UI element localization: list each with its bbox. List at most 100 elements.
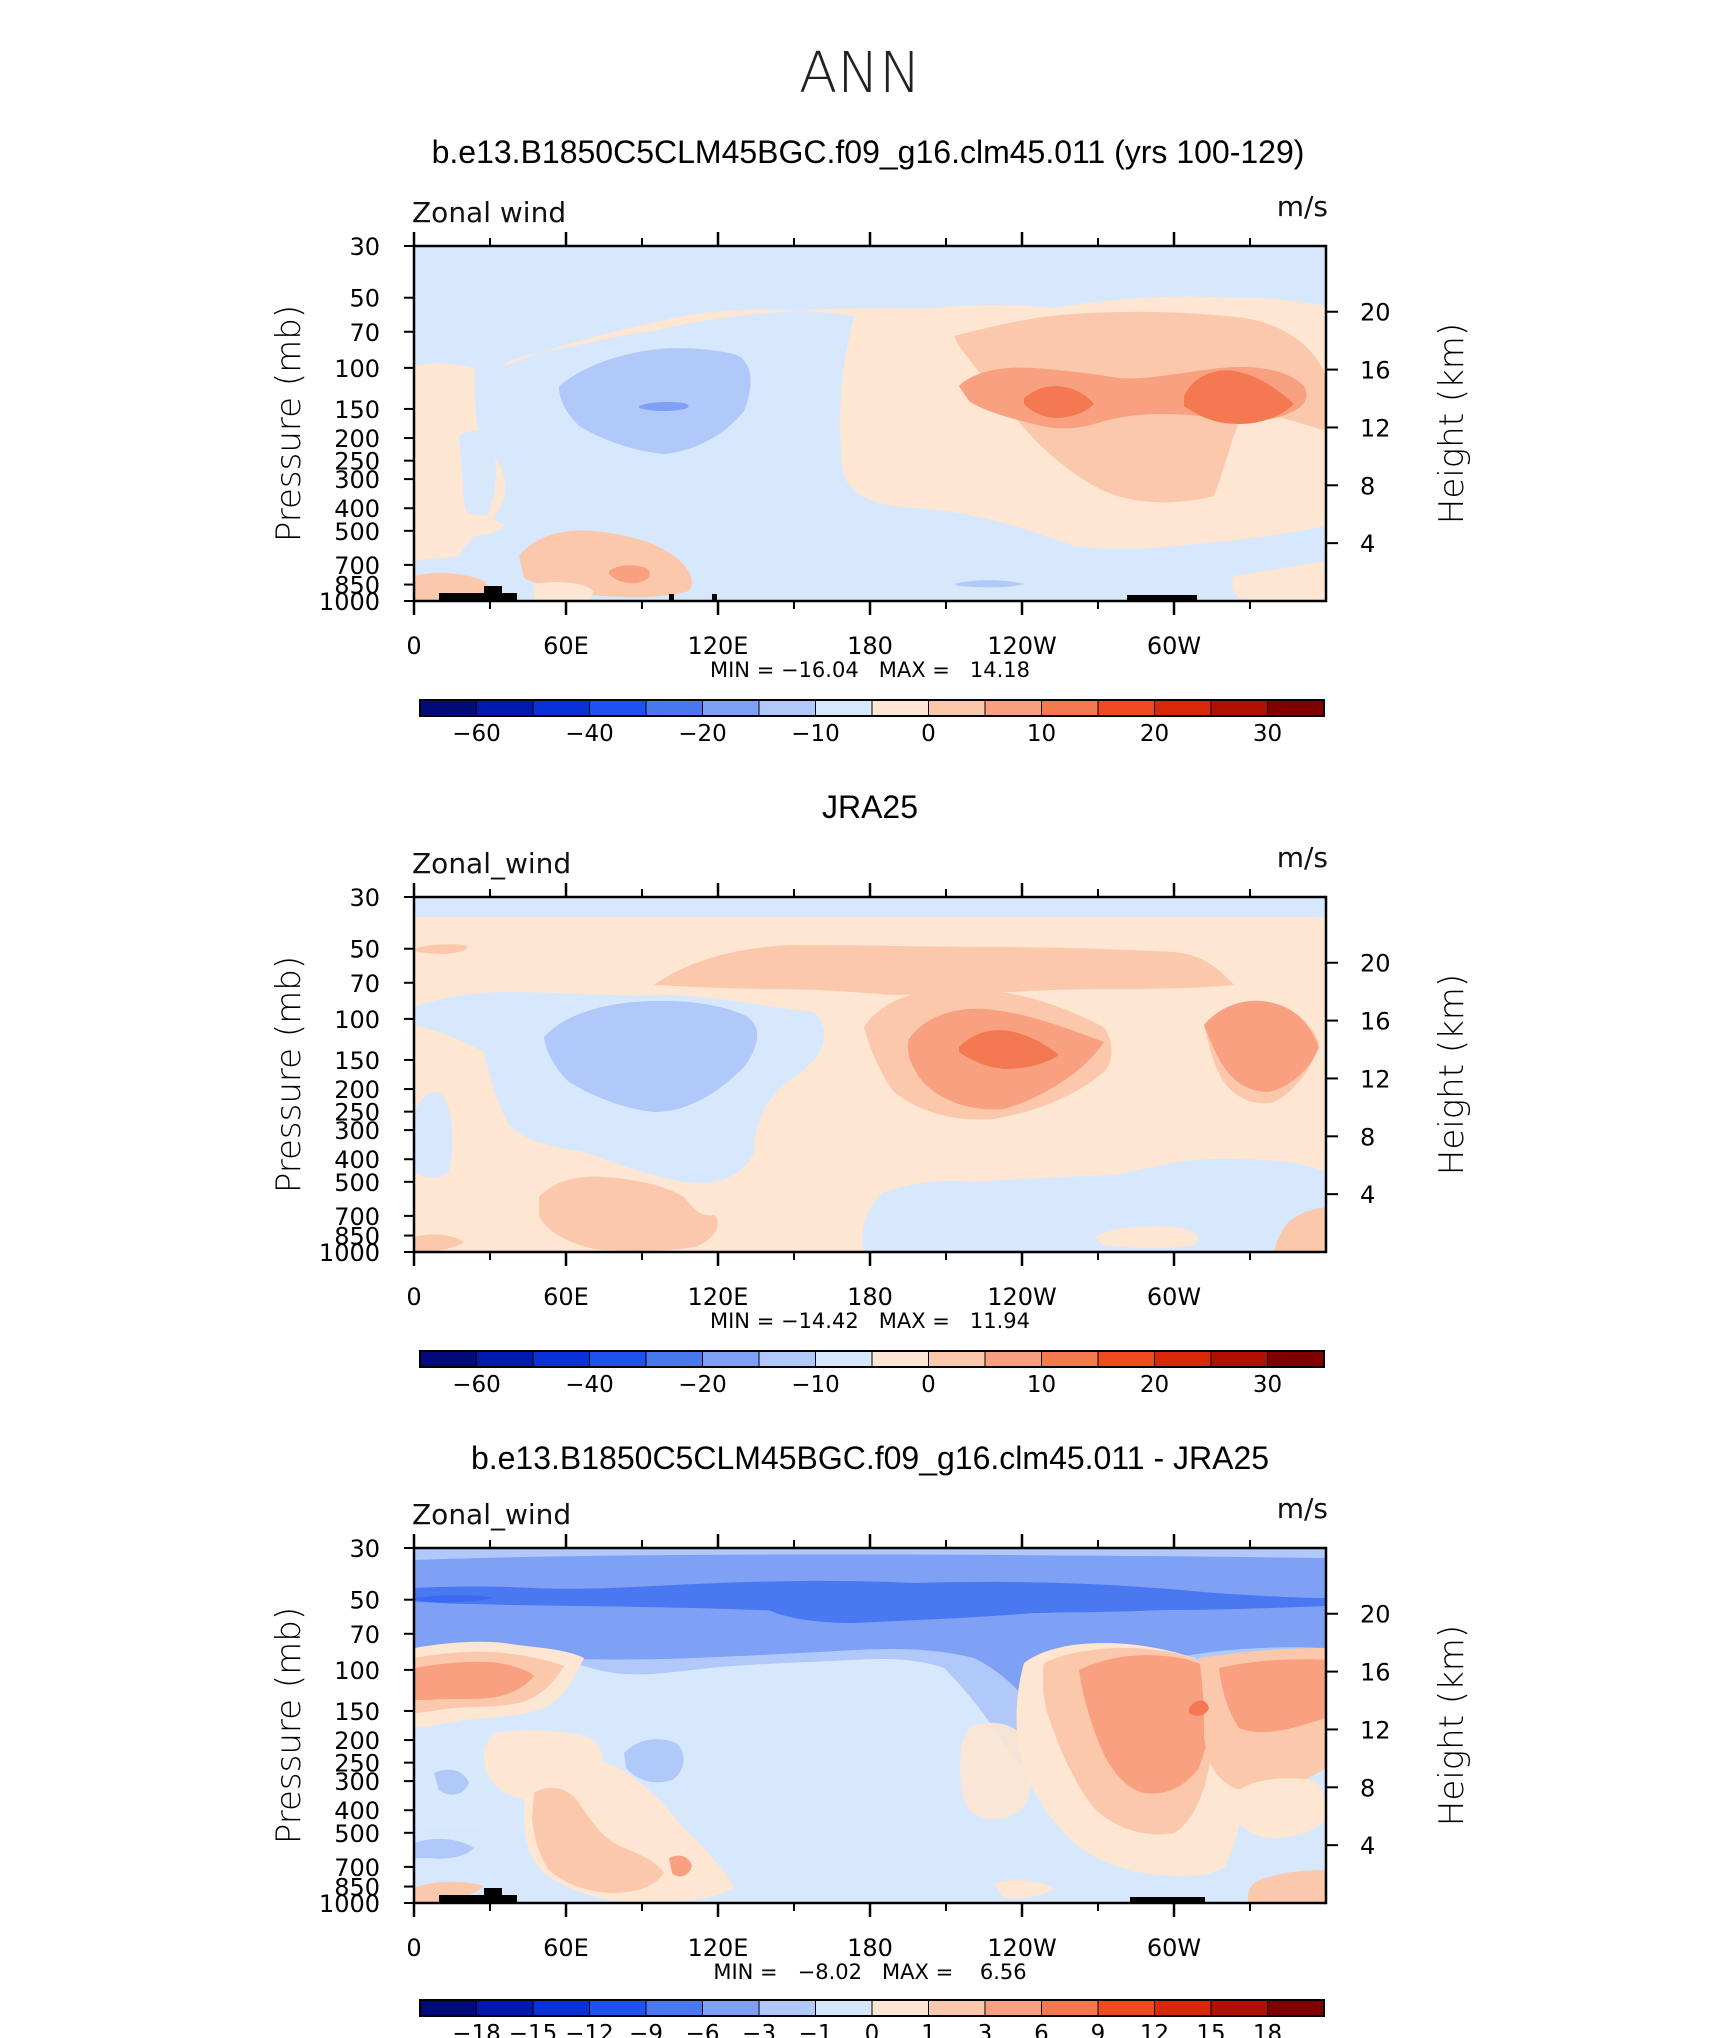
y-tick-label: 200: [334, 425, 380, 453]
colorbar-box: [1097, 1350, 1155, 1368]
colorbar-label: −18: [452, 2021, 501, 2038]
colorbar-box: [476, 699, 534, 717]
height-tick-label: 12: [1360, 1716, 1391, 1744]
colorbar-label: −15: [509, 2021, 558, 2038]
colorbar-box: [476, 1999, 534, 2017]
height-tick-label: 8: [1360, 1774, 1375, 1802]
colorbar-box: [1154, 1350, 1212, 1368]
colorbar-label: 18: [1253, 2021, 1282, 2038]
x-tick-label: 60E: [543, 632, 589, 660]
x-tick-label: 120W: [987, 1283, 1057, 1311]
colorbar-box: [1210, 1999, 1268, 2017]
colorbar-box: [928, 1350, 986, 1368]
colorbar-box: [589, 1350, 647, 1368]
y-tick-label: 50: [349, 285, 380, 313]
y-tick-label: 850: [334, 572, 380, 600]
colorbar-box: [645, 1999, 703, 2017]
colorbar-label: −20: [678, 721, 727, 747]
x-tick-label: 120W: [987, 1934, 1057, 1962]
min-max-stats: MIN = −8.02 MAX = 6.56: [713, 1960, 1026, 1984]
colorbar-box: [702, 699, 760, 717]
colorbar-label: 9: [1091, 2021, 1106, 2038]
y-tick-label: 400: [334, 495, 380, 523]
y-tick-label: 100: [334, 355, 380, 383]
x-tick-label: 120E: [688, 1934, 749, 1962]
colorbar-box: [476, 1350, 534, 1368]
colorbar-box: [1267, 699, 1325, 717]
min-max-stats: MIN = −16.04 MAX = 14.18: [710, 658, 1030, 682]
y-tick-label: 100: [334, 1657, 380, 1685]
colorbar-box: [419, 1999, 477, 2017]
y-tick-label: 70: [349, 1621, 380, 1649]
y-tick-label: 200: [334, 1076, 380, 1104]
colorbar-label: −10: [791, 721, 840, 747]
axes: 0 60E 120E 180 120W 60W3050701001502002503004…: [269, 232, 1472, 747]
contour-field: [414, 1548, 1326, 1903]
colorbar-label: 20: [1140, 721, 1169, 747]
colorbar-box: [702, 1999, 760, 2017]
colorbar-frame: [419, 699, 1325, 717]
colorbar-box: [1041, 1350, 1099, 1368]
colorbar-box: [758, 1350, 816, 1368]
x-tick-label: 0: [406, 1283, 421, 1311]
height-axis-title: Height (km): [1432, 1625, 1472, 1826]
colorbar-box: [419, 699, 477, 717]
colorbar-box: [702, 1350, 760, 1368]
x-tick-label: 60W: [1147, 632, 1201, 660]
colorbar-frame: [419, 1999, 1325, 2017]
colorbar-label: 1: [921, 2021, 936, 2038]
colorbar-label: −3: [742, 2021, 776, 2038]
y-tick-label: 150: [334, 1047, 380, 1075]
colorbar-box: [815, 1350, 873, 1368]
y-tick-label: 500: [334, 1820, 380, 1848]
y-tick-label: 30: [349, 233, 380, 261]
colorbar-box: [589, 1999, 647, 2017]
colorbar-box: [984, 699, 1042, 717]
colorbar-box: [645, 1350, 703, 1368]
y-tick-label: 1000: [319, 588, 380, 616]
axes: 0 60E 120E 180 120W 60W3050701001502002503004…: [269, 1534, 1472, 2038]
colorbar-label: 6: [1034, 2021, 1049, 2038]
panel-title: b.e13.B1850C5CLM45BGC.f09_g16.clm45.011 …: [432, 134, 1305, 170]
y-tick-label: 850: [334, 1223, 380, 1251]
y-tick-label: 150: [334, 1698, 380, 1726]
panel-title: JRA25: [822, 789, 918, 825]
x-tick-label: 180: [847, 1934, 893, 1962]
y-tick-label: 70: [349, 970, 380, 998]
colorbar-box: [1041, 699, 1099, 717]
y-tick-label: 30: [349, 884, 380, 912]
colorbar-box: [1154, 1999, 1212, 2017]
colorbar-label: −40: [565, 1372, 614, 1398]
x-tick-label: 60W: [1147, 1283, 1201, 1311]
colorbar-box: [984, 1999, 1042, 2017]
colorbar-box: [532, 699, 590, 717]
x-tick-label: 180: [847, 1283, 893, 1311]
figure-title: ANN: [799, 41, 921, 106]
colorbar-box: [928, 1999, 986, 2017]
y-axis-title: Pressure (mb): [269, 305, 309, 542]
units-label: m/s: [1277, 841, 1328, 874]
x-tick-label: 180: [847, 632, 893, 660]
height-tick-label: 20: [1360, 299, 1391, 327]
colorbar-label: −60: [452, 1372, 501, 1398]
height-tick-label: 12: [1360, 1065, 1391, 1093]
panel-obs: JRA25 Zonal_wind m/s 0 60E 120E 180 120W 60W 3…: [269, 789, 1472, 1398]
contour-field: [414, 897, 1326, 1252]
colorbar-box: [645, 699, 703, 717]
colorbar-box: [1210, 699, 1268, 717]
colorbar-box: [1267, 1350, 1325, 1368]
height-tick-label: 8: [1360, 472, 1375, 500]
y-tick-label: 700: [334, 552, 380, 580]
panel-model: b.e13.B1850C5CLM45BGC.f09_g16.clm45.011 …: [269, 134, 1472, 747]
colorbar-label: −6: [686, 2021, 720, 2038]
height-tick-label: 16: [1360, 1659, 1391, 1687]
y-tick-label: 500: [334, 1169, 380, 1197]
colorbar-box: [871, 1350, 929, 1368]
colorbar-label: 30: [1253, 721, 1282, 747]
colorbar-label: 30: [1253, 1372, 1282, 1398]
height-tick-label: 8: [1360, 1123, 1375, 1151]
height-tick-label: 20: [1360, 1601, 1391, 1629]
colorbar-box: [758, 1999, 816, 2017]
colorbar-box: [1154, 699, 1212, 717]
y-tick-label: 300: [334, 466, 380, 494]
